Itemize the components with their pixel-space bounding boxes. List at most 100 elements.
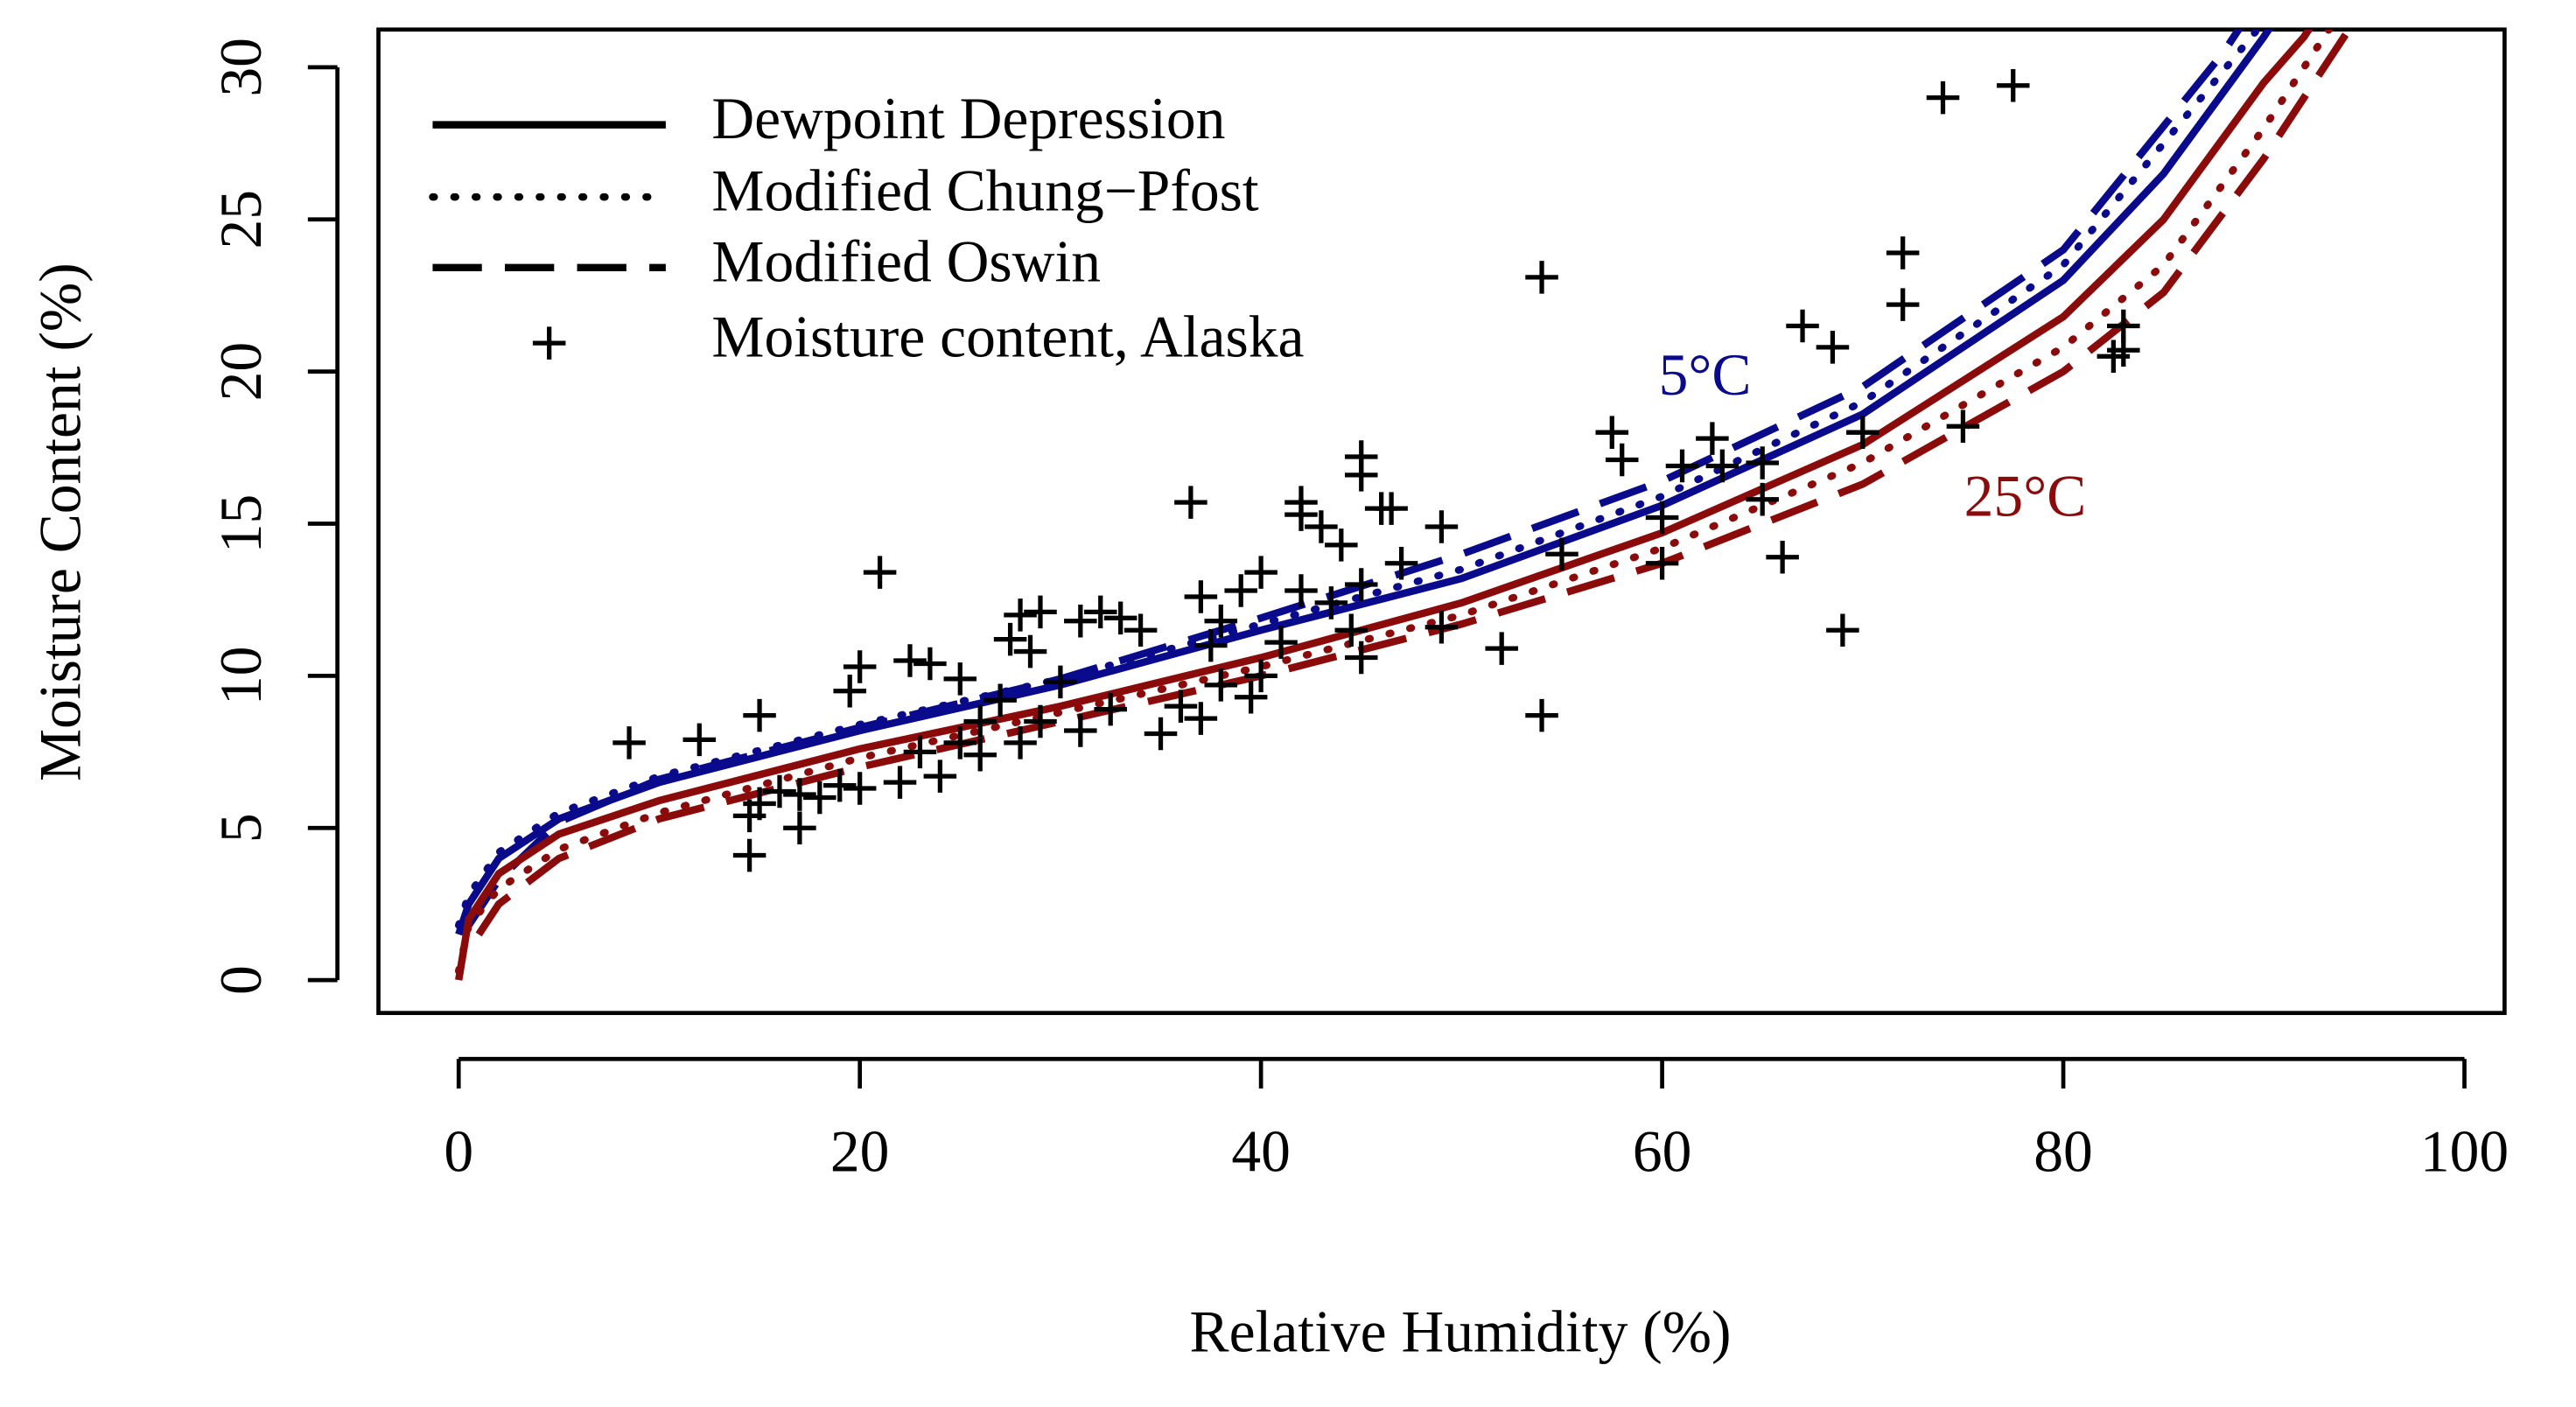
data-point xyxy=(1746,482,1779,516)
x-tick-label: 20 xyxy=(830,1118,890,1184)
data-point xyxy=(1344,458,1378,492)
data-point xyxy=(1926,80,1960,115)
data-point xyxy=(783,811,816,845)
legend-label: Dewpoint Depression xyxy=(711,86,1225,151)
data-point xyxy=(833,675,866,708)
data-point xyxy=(1024,704,1057,738)
data-point xyxy=(984,683,1017,717)
data-point xyxy=(1846,416,1880,449)
data-point xyxy=(993,622,1027,656)
data-point xyxy=(1645,500,1679,535)
model-curve xyxy=(455,29,2273,936)
data-point xyxy=(1184,702,1218,735)
x-tick-label: 0 xyxy=(444,1118,473,1184)
data-point xyxy=(1645,546,1679,580)
data-point xyxy=(1996,68,2030,102)
data-point xyxy=(1044,665,1077,699)
temperature-label: 5°C xyxy=(1659,342,1752,408)
y-tick-label: 25 xyxy=(208,190,274,249)
data-point xyxy=(883,766,917,799)
data-point xyxy=(1424,610,1459,644)
model-curve xyxy=(454,29,2263,929)
data-point xyxy=(763,774,796,808)
data-point xyxy=(1144,717,1178,751)
data-point xyxy=(843,772,877,805)
data-point xyxy=(1705,449,1740,483)
data-point xyxy=(1485,632,1518,665)
data-point xyxy=(943,662,977,696)
data-point xyxy=(1264,626,1298,659)
data-point xyxy=(1184,580,1218,613)
data-point xyxy=(1384,546,1418,580)
data-point xyxy=(1164,690,1198,723)
data-point xyxy=(1595,416,1629,449)
data-point xyxy=(783,778,816,811)
data-point xyxy=(2096,340,2131,374)
legend-marker xyxy=(532,326,566,360)
data-point xyxy=(1024,595,1057,629)
plot-frame xyxy=(376,27,2507,1016)
data-point xyxy=(743,698,776,732)
data-point xyxy=(732,838,766,872)
x-tick-label: 40 xyxy=(1231,1118,1291,1184)
data-point xyxy=(1204,605,1238,638)
data-point xyxy=(943,726,977,760)
x-tick-label: 100 xyxy=(2420,1118,2509,1184)
data-point xyxy=(963,738,997,772)
data-point xyxy=(1004,598,1037,632)
data-point xyxy=(1826,613,1859,647)
data-point xyxy=(1545,537,1578,571)
x-tick-label: 80 xyxy=(2034,1118,2093,1184)
data-point xyxy=(1103,601,1138,635)
data-point xyxy=(863,556,897,589)
data-point xyxy=(1124,613,1158,647)
data-point xyxy=(903,735,937,769)
data-point xyxy=(1525,261,1558,294)
data-point xyxy=(1013,634,1047,668)
data-point xyxy=(963,704,997,738)
data-point xyxy=(1194,628,1228,662)
data-point xyxy=(893,644,927,677)
data-point xyxy=(1244,659,1278,693)
data-point xyxy=(843,650,877,683)
x-tick-label: 60 xyxy=(1633,1118,1692,1184)
y-tick-label: 10 xyxy=(208,647,274,706)
data-point xyxy=(1314,586,1348,620)
model-curve xyxy=(454,29,2334,975)
x-axis-title: Relative Humidity (%) xyxy=(1190,1299,1732,1365)
data-point xyxy=(1946,410,1980,443)
data-point xyxy=(1083,595,1117,629)
legend-label: Moisture content, Alaska xyxy=(711,304,1304,370)
model-curve xyxy=(466,29,2244,928)
data-point xyxy=(1786,309,1819,343)
y-axis-title: Moisture Content (%) xyxy=(28,262,94,781)
data-point xyxy=(1305,510,1338,543)
y-tick-label: 30 xyxy=(208,38,274,97)
data-point xyxy=(1234,680,1268,714)
data-point xyxy=(1605,443,1639,477)
temperature-label: 25°C xyxy=(1964,464,2087,529)
data-point xyxy=(822,768,857,802)
data-point xyxy=(1284,574,1318,607)
data-point xyxy=(1174,486,1208,519)
data-point xyxy=(743,787,776,821)
data-point xyxy=(1344,640,1378,675)
data-point xyxy=(1665,449,1699,483)
data-point xyxy=(1375,492,1408,525)
legend-label: Modified Chung−Pfost xyxy=(711,158,1258,224)
data-point xyxy=(1244,556,1278,589)
y-tick-label: 5 xyxy=(208,813,274,843)
data-point xyxy=(1064,605,1097,638)
data-point xyxy=(1696,422,1729,455)
data-point xyxy=(1334,613,1368,647)
y-tick-label: 15 xyxy=(208,494,274,554)
data-point xyxy=(1525,698,1558,732)
data-point xyxy=(682,723,717,757)
y-tick-label: 20 xyxy=(208,342,274,402)
model-curve xyxy=(475,29,2354,937)
data-point xyxy=(1004,726,1037,760)
data-point xyxy=(1344,568,1378,601)
data-point xyxy=(1064,714,1097,747)
data-point xyxy=(1094,692,1127,726)
data-point xyxy=(1424,510,1459,543)
